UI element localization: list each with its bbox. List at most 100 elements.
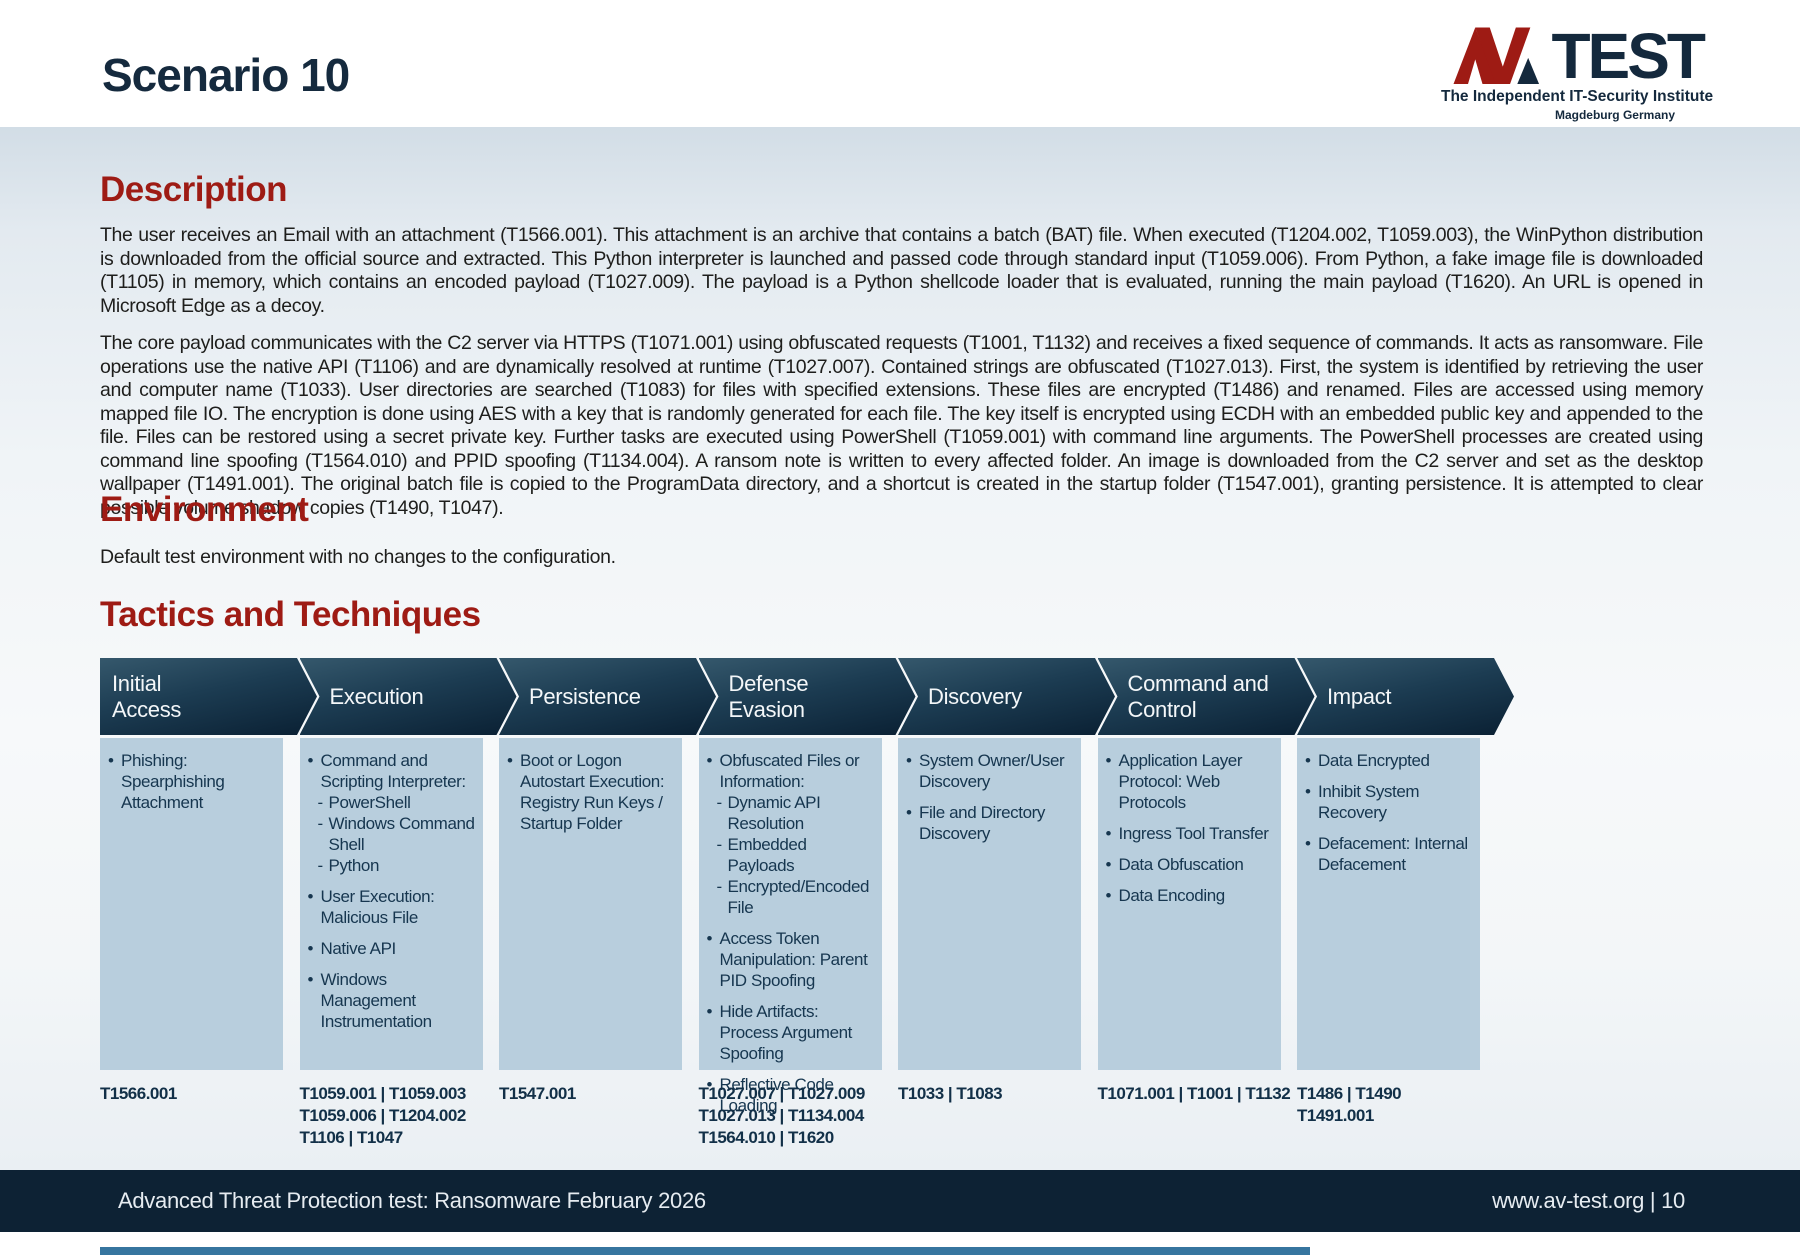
technique-text: Access Token Manipulation: Parent PID Sp… <box>719 929 868 990</box>
technique-text: Boot or Logon Autostart Execution: Regis… <box>520 751 665 833</box>
technique-subitem-text: PowerShell <box>328 793 411 812</box>
tactic-codes-persistence: T1547.001 <box>499 1083 576 1105</box>
bullet-icon: • <box>1105 751 1112 770</box>
tactic-header-label: Impact <box>1327 683 1392 709</box>
technique-subitem-text: Python <box>328 856 380 875</box>
tactic-codes-execution: T1059.001 | T1059.003 T1059.006 | T1204.0… <box>299 1083 467 1149</box>
tactic-cell-command-and-control: • Application Layer Protocol: Web Protoco… <box>1097 738 1281 1070</box>
technique-text: Defacement: Internal Defacement <box>1318 834 1468 874</box>
technique-item: • Reflective Code Loading <box>707 1074 876 1116</box>
technique-subitem-text: Windows Command Shell <box>328 814 476 854</box>
technique-text: Native API <box>320 939 397 958</box>
page-header: Scenario 10 TEST The Independent IT-Secu… <box>0 0 1800 127</box>
technique-text: Reflective Code Loading <box>719 1075 834 1115</box>
section-description: Description The user receives an Email w… <box>100 170 1703 520</box>
tactic-header-label: Initial Access <box>112 670 182 722</box>
dash-icon: - <box>716 793 723 812</box>
tactics-cells-row: • Phishing: Spearphishing Attachment • Comm… <box>100 738 1703 1115</box>
technique-text: User Execution: Malicious File <box>320 887 435 927</box>
tactic-header-label: Defense Evasion <box>728 670 809 722</box>
technique-text: Data Encrypted <box>1318 751 1430 770</box>
description-heading: Description <box>100 170 288 209</box>
technique-item: • Phishing: Spearphishing Attachment <box>108 750 277 813</box>
bullet-icon: • <box>1105 886 1112 905</box>
tactic-header-persistence: Persistence <box>499 658 716 735</box>
technique-item: • Boot or Logon Autostart Execution: Regi… <box>507 750 676 834</box>
technique-id-line: T1106 | T1047 <box>299 1128 404 1147</box>
avtest-logo: TEST The Independent IT-Security Institu… <box>1441 20 1713 122</box>
logo-test-text: TEST <box>1551 20 1706 92</box>
dash-icon: - <box>716 835 723 854</box>
tactic-header-discovery: Discovery <box>898 658 1115 735</box>
technique-id-line: T1071.001 | T1001 | T1132 <box>1097 1084 1291 1103</box>
technique-item: • Defacement: Internal Defacement <box>1305 833 1474 875</box>
bullet-icon: • <box>706 1075 713 1094</box>
technique-text: File and Directory Discovery <box>919 803 1046 843</box>
technique-id-line: T1059.006 | T1204.002 <box>299 1106 467 1125</box>
tactic-header-command-and-control: Command and Control <box>1098 658 1315 735</box>
technique-item: • System Owner/User Discovery <box>906 750 1075 792</box>
technique-item: • Access Token Manipulation: Parent PID S… <box>707 928 876 991</box>
bullet-icon: • <box>706 929 713 948</box>
technique-subitem-text: Embedded Payloads <box>727 835 807 875</box>
tactic-header-execution: Execution <box>300 658 517 735</box>
technique-id-line: T1547.001 <box>499 1084 576 1103</box>
tactics-codes-row: T1566.001 T1059.001 | T1059.003 T1059.006 … <box>100 1083 1703 1165</box>
tactic-cell-initial-access: • Phishing: Spearphishing Attachment <box>100 738 283 1070</box>
technique-subitem: - Encrypted/Encoded File <box>717 876 876 918</box>
technique-text: Command and Scripting Interpreter: <box>320 751 467 791</box>
technique-id-line: T1566.001 <box>100 1084 177 1103</box>
footer-site-and-page: www.av-test.org | 10 <box>1492 1188 1685 1213</box>
bullet-icon: • <box>1105 824 1112 843</box>
technique-subitem-text: Encrypted/Encoded File <box>727 877 870 917</box>
technique-subitem-text: Dynamic API Resolution <box>727 793 821 833</box>
technique-id-line: T1033 | T1083 <box>898 1084 1003 1103</box>
tactic-header-impact: Impact <box>1297 658 1514 735</box>
tactics-header-row: Initial Access Execution Persistence Defens… <box>100 658 1703 735</box>
technique-text: Windows Management Instrumentation <box>320 970 433 1031</box>
technique-text: Data Encoding <box>1118 886 1226 905</box>
bullet-icon: • <box>507 751 513 770</box>
technique-text: Ingress Tool Transfer <box>1118 824 1269 843</box>
technique-subitem: - Windows Command Shell <box>318 813 477 855</box>
tactic-header-label: Execution <box>329 683 424 709</box>
bullet-icon: • <box>706 751 713 770</box>
logo-location: Magdeburg Germany <box>1554 108 1675 122</box>
bullet-icon: • <box>1105 855 1112 874</box>
technique-text: Data Obfuscation <box>1118 855 1244 874</box>
technique-item: • Ingress Tool Transfer <box>1106 823 1275 844</box>
logo-av-mark-icon <box>1453 27 1540 84</box>
bullet-icon: • <box>1305 751 1311 770</box>
technique-item: • Native API <box>308 938 477 959</box>
technique-text: Application Layer Protocol: Web Protocol… <box>1118 751 1243 812</box>
tactic-header-label: Discovery <box>928 683 1022 709</box>
footer-report-title: Advanced Threat Protection test: Ransomw… <box>118 1188 706 1213</box>
tactic-cell-impact: • Data Encrypted • Inhibit System Recovery •… <box>1297 738 1480 1070</box>
technique-id-line: T1027.007 | T1027.009 <box>698 1084 866 1103</box>
section-tactics: Tactics and Techniques Initial Access Exe… <box>100 595 1703 1165</box>
bullet-icon: • <box>307 939 314 958</box>
technique-subitem: - Python <box>318 855 477 876</box>
tactic-header-label: Command and Control <box>1127 670 1269 722</box>
technique-id-line: T1486 | T1490 <box>1297 1084 1402 1103</box>
bullet-icon: • <box>307 970 314 989</box>
technique-item: • Command and Scripting Interpreter: <box>308 750 477 792</box>
tactic-cell-discovery: • System Owner/User Discovery • File and Di… <box>898 738 1081 1070</box>
technique-item: • Data Encrypted <box>1305 750 1474 771</box>
technique-id-line: T1564.010 | T1620 <box>698 1128 835 1147</box>
technique-text: Phishing: Spearphishing Attachment <box>121 751 225 812</box>
environment-heading: Environment <box>100 490 309 529</box>
tactic-cell-defense-evasion: • Obfuscated Files or Information: - Dynami… <box>698 738 882 1115</box>
technique-id-line: T1027.013 | T1134.004 <box>698 1106 865 1125</box>
description-paragraph-1: The user receives an Email with an attac… <box>100 224 1703 317</box>
technique-id-line: T1059.001 | T1059.003 <box>299 1084 467 1103</box>
technique-item: • Windows Management Instrumentation <box>308 969 477 1032</box>
technique-item: • File and Directory Discovery <box>906 802 1075 844</box>
bullet-icon: • <box>906 803 912 822</box>
tactic-codes-initial-access: T1566.001 <box>100 1083 177 1105</box>
bullet-icon: • <box>1305 782 1311 801</box>
tactic-header-defense-evasion: Defense Evasion <box>699 658 916 735</box>
technique-item: • Application Layer Protocol: Web Protoco… <box>1106 750 1275 813</box>
tactic-codes-command-and-control: T1071.001 | T1001 | T1132 <box>1098 1083 1291 1105</box>
